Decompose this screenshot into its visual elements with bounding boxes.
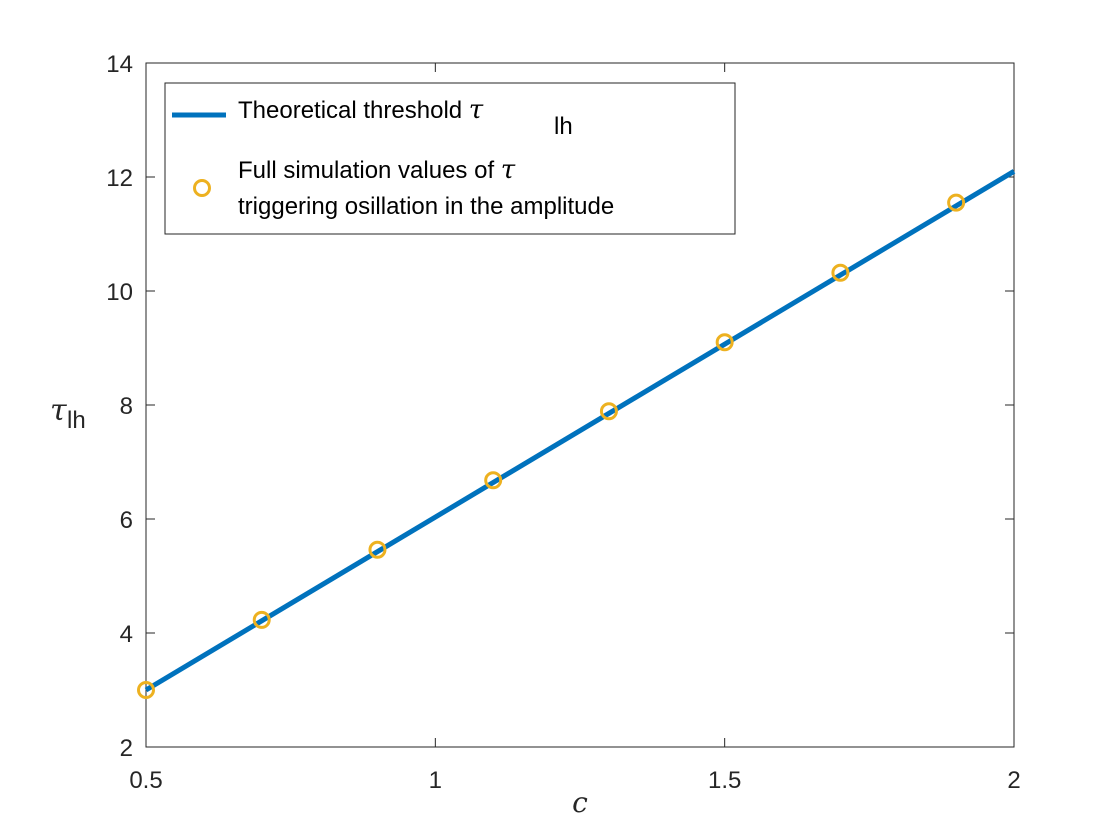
legend-marker-swatch [193, 179, 211, 197]
y-tick-label: 6 [120, 507, 133, 534]
x-tick-label: 1 [429, 767, 442, 794]
x-axis-label: c [572, 786, 588, 819]
legend-entry-theoretical: Theoretical threshold τ [238, 95, 484, 125]
y-tick-label: 12 [106, 165, 133, 192]
simulation-point [137, 681, 155, 699]
x-tick-label: 2 [1007, 767, 1020, 794]
x-tick-label: 1.5 [708, 767, 741, 794]
y-axis-label-symbol: τ [50, 393, 67, 428]
simulation-point [831, 263, 850, 282]
simulation-point [252, 610, 271, 629]
y-tick-label: 4 [120, 621, 133, 648]
legend-entry-theoretical-subscript: lh [554, 113, 573, 140]
x-tick-label: 0.5 [129, 767, 162, 794]
simulation-point [715, 333, 734, 352]
y-tick-label: 10 [106, 279, 133, 306]
simulation-point [599, 402, 618, 421]
theoretical-threshold-line [144, 169, 1016, 693]
y-tick-label: 8 [120, 393, 133, 420]
simulation-point [368, 540, 387, 559]
y-tick-label: 14 [106, 51, 133, 78]
data-marks [137, 169, 1016, 699]
ticks: 0.5 1 1.5 2 2 4 6 8 10 12 14 [106, 51, 1020, 794]
legend-entry-simulation-line1: Full simulation values of τ [238, 155, 516, 185]
legend-box [164, 82, 736, 235]
y-axis-label-subscript: lh [67, 407, 86, 434]
legend: Theoretical threshold τ lh Full simulati… [164, 82, 736, 235]
simulation-point [947, 193, 966, 212]
simulation-point [484, 471, 503, 490]
legend-entry-simulation-line2: triggering osillation in the amplitude [238, 193, 614, 220]
y-axis-label: τ lh [50, 393, 86, 434]
y-tick-label: 2 [120, 735, 133, 762]
